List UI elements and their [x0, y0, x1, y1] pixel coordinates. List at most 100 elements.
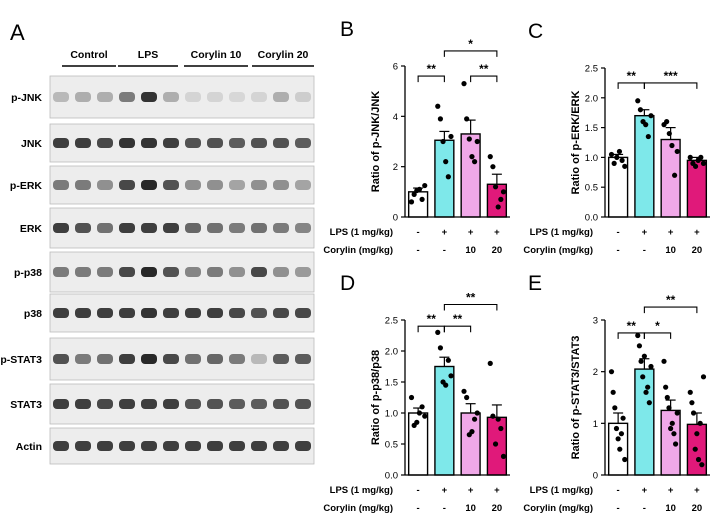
blot-band	[75, 441, 91, 451]
blot-band	[97, 267, 113, 277]
data-point	[608, 369, 615, 375]
data-point	[440, 138, 446, 145]
blot-band	[141, 92, 157, 102]
data-point	[666, 130, 672, 137]
data-point	[500, 453, 507, 459]
significance-bracket	[417, 325, 445, 333]
treatment-row-label: Corylin (mg/kg)	[323, 245, 393, 256]
blot-band	[163, 354, 179, 364]
blot-band	[141, 354, 157, 364]
blot-band	[185, 308, 201, 318]
significance-label: *	[655, 319, 660, 333]
data-point	[500, 189, 507, 195]
blot-band	[141, 180, 157, 190]
blot-band	[251, 354, 267, 364]
blot-band	[229, 354, 245, 364]
significance-label: **	[453, 312, 463, 326]
blot-label: Actin	[16, 441, 42, 453]
western-blot-panel: A Control LPS Corylin 10 Corylin 20 p-JNK JN…	[0, 20, 315, 465]
blot-band	[251, 180, 267, 190]
blot-band	[75, 399, 91, 409]
treatment-value: +	[494, 485, 500, 496]
blot-band	[295, 354, 311, 364]
data-point	[687, 389, 693, 395]
significance-bracket	[443, 303, 498, 311]
bar-b-3	[486, 183, 508, 218]
y-axis-label: Ratio of p-ERK/ERK	[570, 91, 582, 195]
blot-band	[273, 399, 289, 409]
data-point	[645, 133, 651, 140]
blot-band	[163, 180, 179, 190]
significance-label: **	[427, 312, 437, 326]
data-point	[416, 186, 423, 192]
y-tick-label: 1.5	[385, 378, 398, 389]
blot-membrane	[49, 427, 315, 465]
blot-label: ERK	[20, 223, 43, 235]
blot-rows: p-JNK JNK p-ERK ERK p-p38 p38 p-STAT3 STAT3 Acti…	[0, 75, 315, 465]
y-axis-label: Ratio of p-STAT3/STAT3	[570, 336, 582, 460]
blot-band	[273, 180, 289, 190]
blot-band	[163, 399, 179, 409]
blot-band	[295, 180, 311, 190]
blot-band	[295, 92, 311, 102]
blot-band	[251, 399, 267, 409]
treatment-value: 10	[465, 245, 476, 256]
blot-band	[207, 267, 223, 277]
treatment-value: +	[442, 485, 448, 496]
treatment-value: 20	[692, 245, 703, 256]
data-point	[689, 400, 695, 406]
data-point	[443, 159, 449, 165]
data-point	[648, 113, 654, 119]
data-point	[435, 329, 441, 335]
data-point	[645, 384, 651, 390]
significance-label: **	[466, 291, 476, 305]
blot-membrane	[49, 251, 315, 293]
blot-band	[141, 223, 157, 233]
data-point	[666, 405, 672, 411]
bar-b-2	[460, 133, 481, 218]
panel-label: B	[340, 18, 354, 41]
treatment-value: +	[494, 227, 500, 238]
data-point	[419, 196, 425, 202]
blot-band	[273, 138, 289, 148]
y-tick-label: 2.5	[585, 64, 598, 75]
data-point	[643, 122, 649, 128]
blot-band	[75, 92, 91, 102]
data-point	[471, 416, 478, 422]
data-point	[492, 184, 499, 190]
treatment-value: +	[694, 485, 700, 496]
y-tick-label: 2	[393, 162, 398, 173]
y-tick-label: 1.0	[385, 409, 398, 420]
y-tick-label: 2	[593, 367, 598, 378]
data-point	[437, 345, 444, 351]
blot-band	[75, 354, 91, 364]
data-point	[461, 388, 467, 394]
blot-label: p38	[24, 308, 42, 320]
blot-band	[229, 267, 245, 277]
blot-band	[119, 223, 135, 233]
data-point	[490, 164, 496, 170]
blot-band	[207, 441, 223, 451]
data-point	[664, 394, 670, 401]
treatment-value: -	[417, 503, 420, 514]
bar-c-3	[686, 159, 708, 218]
data-point	[464, 394, 470, 401]
significance-label: **	[479, 62, 489, 76]
blot-band	[141, 138, 157, 148]
blot-band	[185, 180, 201, 190]
y-tick-label: 2.5	[385, 316, 398, 327]
blot-band	[295, 223, 311, 233]
y-tick-label: 0.5	[585, 183, 598, 194]
data-point	[422, 182, 428, 189]
significance-bracket	[643, 82, 698, 89]
data-point	[692, 446, 698, 452]
blot-membrane	[49, 123, 315, 163]
treatment-value: -	[643, 245, 646, 256]
blot-group-control: Control	[70, 49, 107, 61]
data-point	[448, 133, 454, 140]
data-point	[618, 431, 625, 437]
data-point	[408, 394, 415, 401]
y-tick-label: 0	[593, 471, 598, 482]
